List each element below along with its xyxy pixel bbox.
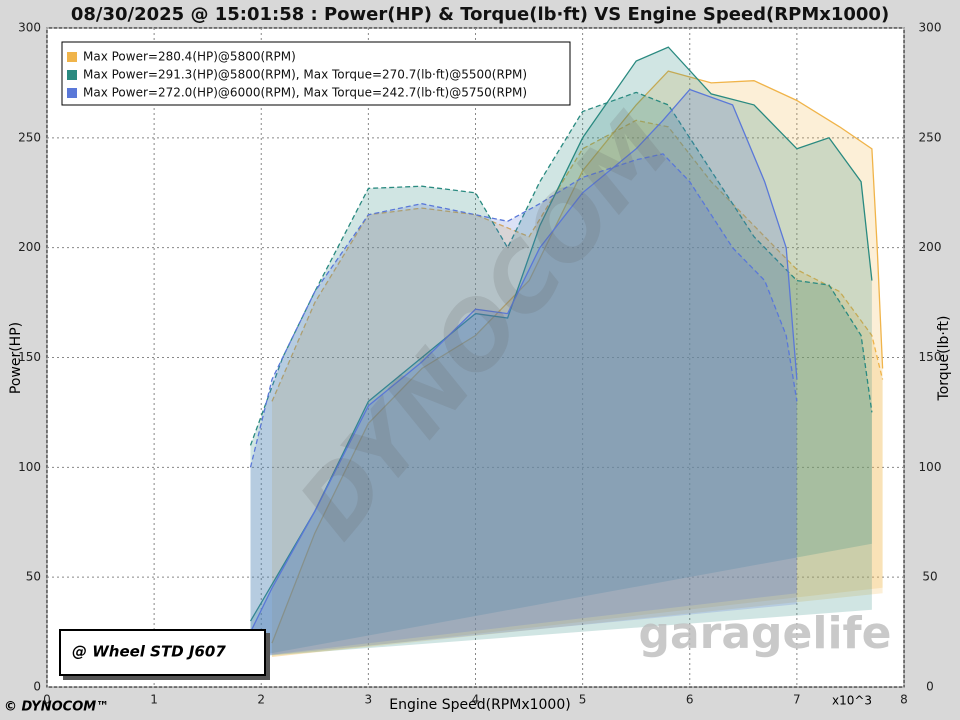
legend-label: Max Power=291.3(HP)@5800(RPM), Max Torqu… bbox=[83, 68, 527, 82]
annotation-box: @ Wheel STD J607 bbox=[59, 629, 266, 676]
power-line bbox=[249, 46, 873, 622]
data-layer bbox=[46, 27, 905, 688]
x-tick-label: 4 bbox=[472, 693, 480, 707]
y2-tick-label: 250 bbox=[919, 130, 942, 144]
x-tick-label: 1 bbox=[150, 693, 158, 707]
x-tick-label: 8 bbox=[900, 693, 908, 707]
legend-swatch bbox=[67, 70, 77, 80]
y2-tick-label: 300 bbox=[919, 21, 942, 35]
y-tick-label: 200 bbox=[18, 240, 41, 254]
y2-tick-label: 50 bbox=[922, 570, 937, 584]
y-tick-label: 250 bbox=[18, 130, 41, 144]
chart-title: 08/30/2025 @ 15:01:58 : Power(HP) & Torq… bbox=[71, 4, 889, 25]
x-axis-label: Engine Speed(RPMx1000) bbox=[389, 697, 570, 713]
y2-tick-label: 100 bbox=[919, 460, 942, 474]
annotation-text: @ Wheel STD J607 bbox=[72, 643, 226, 661]
annotation-frame bbox=[59, 629, 266, 676]
y-tick-label: 300 bbox=[18, 21, 41, 35]
y2-axis-label: Torque(lb·ft) bbox=[936, 316, 952, 402]
power-line bbox=[249, 88, 798, 633]
legend-label: Max Power=272.0(HP)@6000(RPM), Max Torqu… bbox=[83, 86, 527, 100]
x-tick-label: 2 bbox=[257, 693, 265, 707]
torque-area bbox=[250, 153, 797, 657]
x-tick-label: 0 bbox=[43, 693, 51, 707]
power-area bbox=[250, 89, 797, 657]
x-tick-label: 5 bbox=[579, 693, 587, 707]
y-axis-label: Power(HP) bbox=[8, 322, 24, 394]
y-tick-label: 0 bbox=[33, 680, 41, 694]
torque-line bbox=[249, 91, 873, 446]
x-unit-label: x10^3 bbox=[832, 694, 872, 708]
power-line bbox=[271, 70, 884, 644]
x-tick-label: 3 bbox=[365, 693, 373, 707]
legend-label: Max Power=280.4(HP)@5800(RPM) bbox=[83, 50, 296, 64]
torque-area bbox=[272, 120, 883, 658]
x-tick-label: 6 bbox=[686, 693, 694, 707]
y-tick-label: 100 bbox=[18, 460, 41, 474]
y-tick-label: 50 bbox=[26, 570, 41, 584]
brand-watermark: garagelife bbox=[638, 608, 891, 659]
legend: Max Power=280.4(HP)@5800(RPM) Max Power=2… bbox=[61, 41, 571, 106]
y-tick-label: 150 bbox=[18, 350, 41, 364]
legend-box bbox=[61, 41, 571, 106]
y2-tick-label: 0 bbox=[926, 680, 934, 694]
legend-swatch bbox=[67, 52, 77, 62]
power-area bbox=[250, 47, 872, 658]
y2-tick-label: 150 bbox=[919, 350, 942, 364]
torque-area bbox=[250, 92, 872, 657]
y2-tick-label: 200 bbox=[919, 240, 942, 254]
x-tick-label: 7 bbox=[793, 693, 801, 707]
power-area bbox=[272, 71, 883, 658]
legend-swatch bbox=[67, 88, 77, 98]
torque-line bbox=[249, 153, 798, 468]
footer-logo: © DYNOCOM™ bbox=[4, 700, 109, 715]
torque-line bbox=[271, 119, 884, 402]
plot-area bbox=[46, 27, 905, 688]
